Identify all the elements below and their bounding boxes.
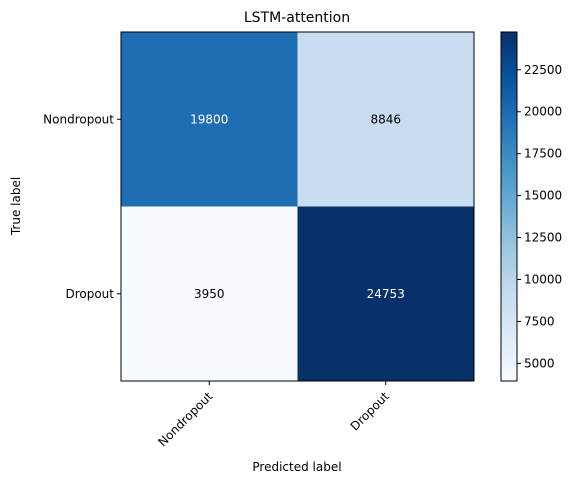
colorbar-tick-label: 17500 [524, 147, 562, 161]
heatmap-cell [121, 206, 298, 381]
colorbar-ticks: 5000 7500 10000 12500 15000 17500 20000 22500 [517, 63, 562, 370]
heatmap-cell [297, 32, 474, 207]
heatmap-cells [121, 32, 474, 381]
x-tick-label: Dropout [348, 389, 392, 433]
y-axis: Nondropout Dropout [43, 112, 121, 301]
colorbar-tick-label: 22500 [524, 63, 562, 77]
colorbar-tick-label: 20000 [524, 105, 562, 119]
cell-value-label: 19800 [190, 112, 228, 126]
x-axis-label: Predicted label [252, 460, 341, 474]
y-axis-label: True label [9, 177, 23, 236]
colorbar-tick-label: 7500 [524, 314, 555, 328]
x-tick-label: Nondropout [155, 389, 215, 449]
heatmap-cell [121, 32, 298, 207]
chart-title: LSTM-attention [244, 10, 350, 26]
colorbar-tick-label: 15000 [524, 189, 562, 203]
heatmap-cell-labels: 19800 8846 3950 24753 [190, 112, 405, 301]
cell-value-label: 24753 [367, 287, 405, 301]
cell-value-label: 3950 [194, 287, 225, 301]
colorbar-tick-label: 10000 [524, 273, 562, 287]
y-tick-label: Dropout [65, 287, 114, 301]
x-axis: Nondropout Dropout [155, 381, 392, 449]
plot-frame [120, 31, 475, 382]
colorbar [500, 31, 518, 382]
y-tick-label: Nondropout [43, 112, 114, 126]
colorbar-tick-label: 12500 [524, 231, 562, 245]
heatmap-cell [297, 206, 474, 381]
cell-value-label: 8846 [370, 112, 401, 126]
colorbar-tick-label: 5000 [524, 356, 555, 370]
